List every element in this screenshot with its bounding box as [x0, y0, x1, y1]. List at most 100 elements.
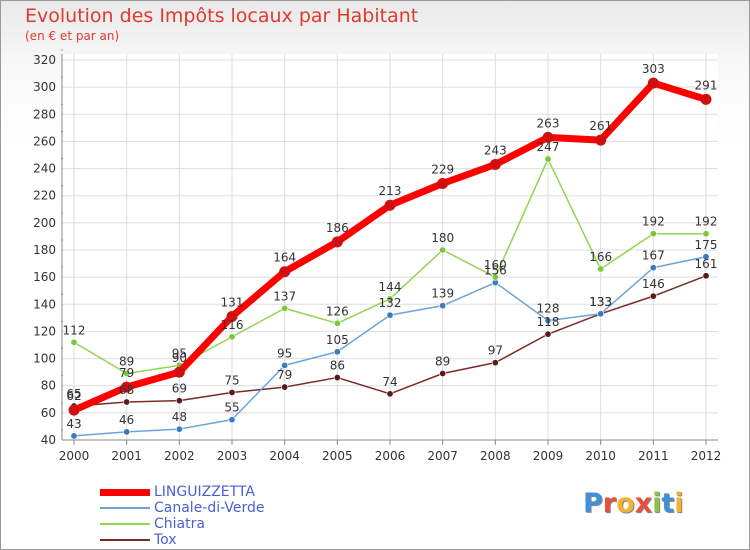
data-label: 97: [488, 344, 503, 358]
data-label: 68: [119, 383, 134, 397]
chart-subtitle: (en € et par an): [25, 29, 120, 43]
data-label: 166: [589, 250, 612, 264]
data-point: [597, 265, 605, 273]
data-label: 263: [537, 116, 560, 130]
data-point: [700, 93, 712, 105]
data-point: [123, 398, 131, 406]
data-point: [647, 77, 659, 89]
legend-swatch-tox: [100, 539, 150, 541]
y-tick-label: 260: [33, 134, 56, 148]
data-label: 139: [431, 287, 454, 301]
x-tick-label: 2003: [217, 449, 248, 463]
data-point: [491, 359, 499, 367]
legend-label-canale-di-verde: Canale-di-Verde: [154, 500, 265, 516]
y-tick-label: 140: [33, 297, 56, 311]
logo-letter: i: [674, 488, 684, 519]
data-label: 192: [642, 215, 665, 229]
data-label: 95: [172, 346, 187, 360]
legend-label-linguizzetta: LINGUIZZETTA: [154, 484, 256, 500]
data-label: 48: [172, 410, 187, 424]
y-tick-label: 200: [33, 216, 56, 230]
data-point: [123, 428, 131, 436]
data-point: [281, 383, 289, 391]
data-label: 146: [642, 277, 665, 291]
data-point: [333, 374, 341, 382]
data-point: [544, 317, 552, 325]
y-tick-label: 160: [33, 270, 56, 284]
data-point: [226, 311, 238, 322]
data-point: [68, 404, 80, 416]
data-label: 86: [330, 359, 345, 373]
data-point: [123, 369, 131, 377]
logo-letter: i: [652, 488, 662, 519]
data-label: 247: [537, 140, 560, 154]
data-point: [437, 178, 449, 189]
x-tick-label: 2004: [269, 449, 300, 463]
data-point: [175, 397, 183, 405]
data-point: [491, 273, 499, 281]
x-tick-label: 2000: [59, 449, 90, 463]
data-point: [333, 319, 341, 327]
logo-letter: P: [583, 488, 603, 519]
data-label: 186: [326, 221, 349, 235]
y-tick-label: 240: [33, 162, 56, 176]
x-tick-label: 2010: [585, 449, 616, 463]
data-label: 175: [695, 238, 718, 252]
data-label: 62: [66, 389, 81, 403]
data-point: [595, 134, 607, 146]
data-point: [386, 311, 394, 319]
legend-label-chiatra: Chiatra: [154, 516, 205, 532]
logo-letter: r: [602, 488, 617, 519]
data-label: 291: [695, 78, 718, 92]
data-label: 164: [273, 251, 296, 265]
y-tick-label: 320: [33, 53, 56, 67]
x-tick-label: 2006: [375, 449, 406, 463]
data-point: [228, 388, 236, 396]
data-label: 89: [119, 355, 134, 369]
x-tick-label: 2008: [480, 449, 511, 463]
data-point: [649, 230, 657, 238]
legend-swatch-canale-di-verde: [100, 507, 150, 509]
data-label: 118: [537, 315, 560, 329]
legend-swatch-chiatra: [100, 523, 150, 525]
x-tick-label: 2011: [638, 449, 669, 463]
data-label: 137: [273, 289, 296, 303]
data-point: [173, 366, 185, 378]
x-tick-label: 2009: [533, 449, 564, 463]
data-label: 243: [484, 144, 507, 158]
data-point: [384, 199, 396, 211]
data-label: 160: [484, 258, 507, 272]
logo-letter: t: [661, 488, 675, 519]
data-label: 126: [326, 304, 349, 318]
data-label: 69: [172, 382, 187, 396]
data-label: 167: [642, 249, 665, 263]
y-tick-label: 220: [33, 189, 56, 203]
data-point: [544, 330, 552, 338]
data-point: [228, 416, 236, 424]
data-point: [439, 246, 447, 254]
y-tick-label: 120: [33, 324, 56, 338]
data-point: [175, 425, 183, 433]
data-label: 128: [537, 302, 560, 316]
y-tick-label: 180: [33, 243, 56, 257]
data-label: 90: [172, 351, 187, 365]
data-label: 131: [221, 296, 244, 310]
x-tick-label: 2005: [322, 449, 353, 463]
data-point: [279, 266, 291, 278]
data-point: [386, 390, 394, 398]
legend-swatch-linguizzetta: [100, 489, 150, 496]
data-point: [281, 361, 289, 369]
data-label: 55: [224, 401, 239, 415]
data-label: 79: [277, 368, 292, 382]
data-label: 75: [224, 374, 239, 388]
data-label: 46: [119, 413, 134, 427]
data-point: [439, 302, 447, 310]
data-point: [544, 155, 552, 163]
x-tick-label: 2001: [111, 449, 142, 463]
data-label: 112: [63, 323, 86, 337]
data-label: 213: [379, 184, 402, 198]
data-point: [597, 310, 605, 318]
data-label: 133: [589, 295, 612, 309]
data-point: [702, 230, 710, 238]
